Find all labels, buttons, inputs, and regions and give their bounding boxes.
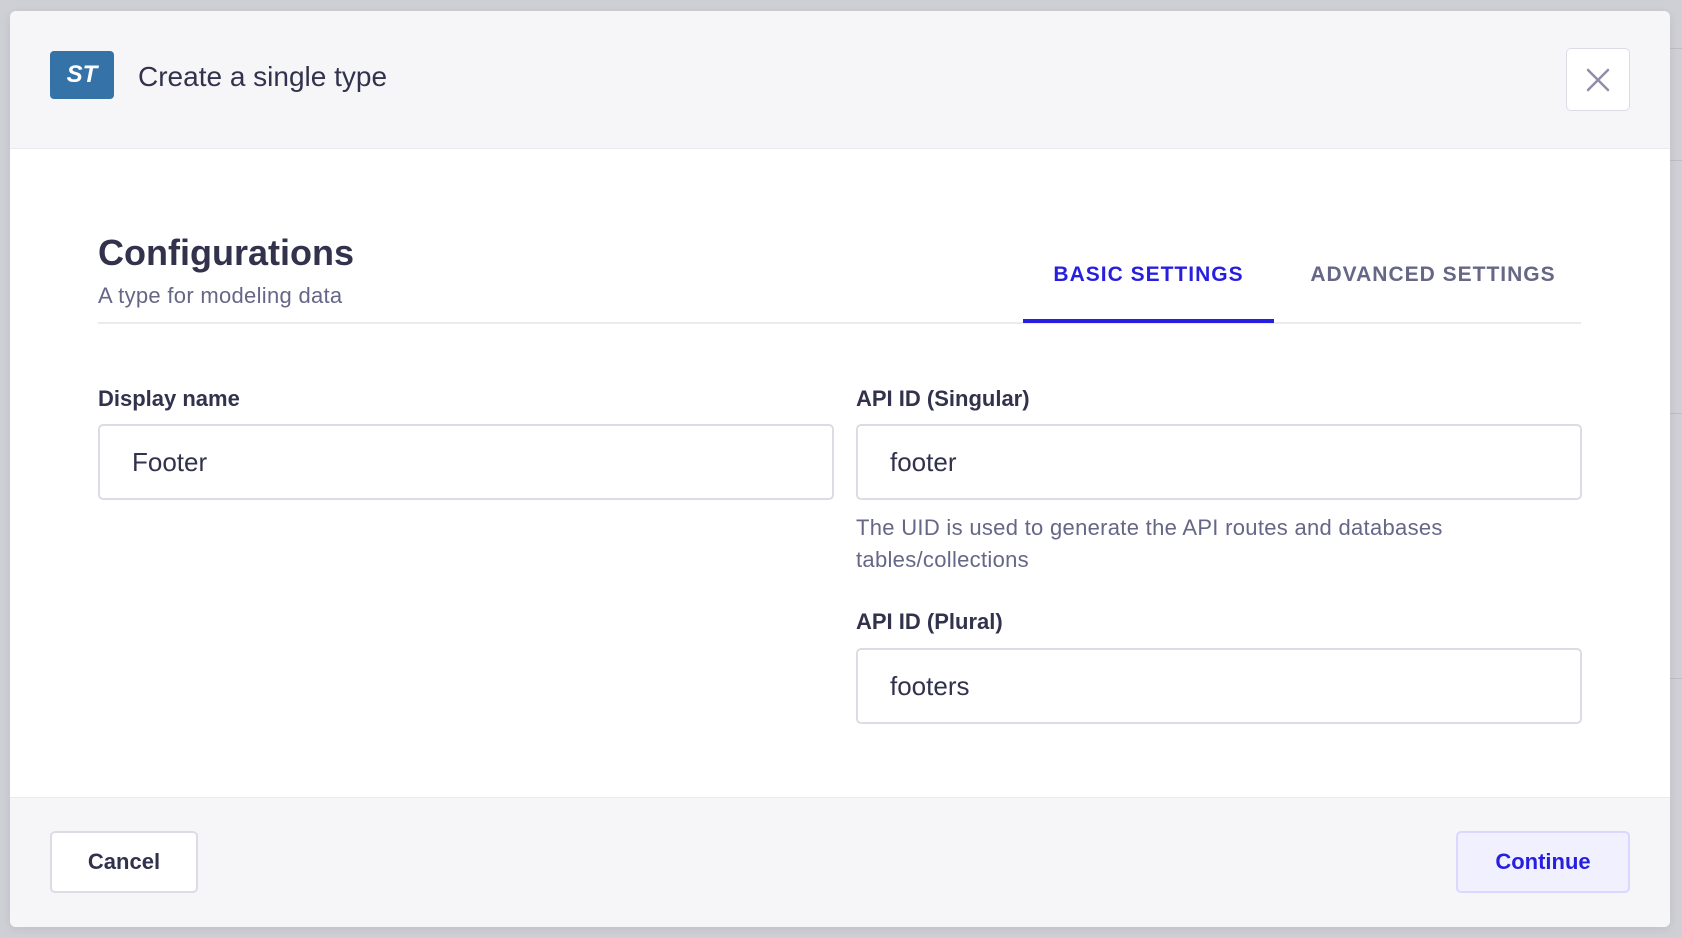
modal-body: Configurations A type for modeling data … (10, 149, 1670, 797)
close-button[interactable] (1566, 48, 1630, 111)
continue-button[interactable]: Continue (1456, 831, 1630, 893)
close-icon (1586, 68, 1610, 91)
display-name-input[interactable]: Footer (98, 424, 834, 500)
modal-header: ST Create a single type (10, 11, 1670, 149)
modal-title: Create a single type (138, 61, 388, 92)
display-name-label: Display name (98, 386, 240, 411)
section-subtitle: A type for modeling data (98, 283, 343, 308)
create-single-type-modal: ST Create a single type Configurations A… (10, 11, 1670, 927)
api-id-plural-label: API ID (Plural) (856, 609, 1003, 634)
background-divider (1670, 160, 1682, 161)
active-tab-indicator (1023, 319, 1274, 323)
single-type-badge: ST (50, 51, 114, 99)
api-id-singular-label: API ID (Singular) (856, 386, 1030, 411)
tab-basic-settings[interactable]: BASIC SETTINGS (1053, 263, 1244, 286)
background-divider (1670, 413, 1682, 414)
tab-advanced-settings[interactable]: ADVANCED SETTINGS (1310, 263, 1556, 286)
background-divider (1670, 678, 1682, 679)
api-id-singular-help: The UID is used to generate the API rout… (856, 515, 1443, 572)
api-id-singular-input[interactable]: footer (856, 424, 1582, 500)
cancel-button[interactable]: Cancel (50, 831, 198, 893)
section-heading: Configurations (98, 232, 354, 273)
modal-footer: Cancel Continue (10, 797, 1670, 927)
background-divider (1670, 48, 1682, 49)
api-id-plural-input[interactable]: footers (856, 648, 1582, 724)
tabs-divider (98, 322, 1581, 324)
